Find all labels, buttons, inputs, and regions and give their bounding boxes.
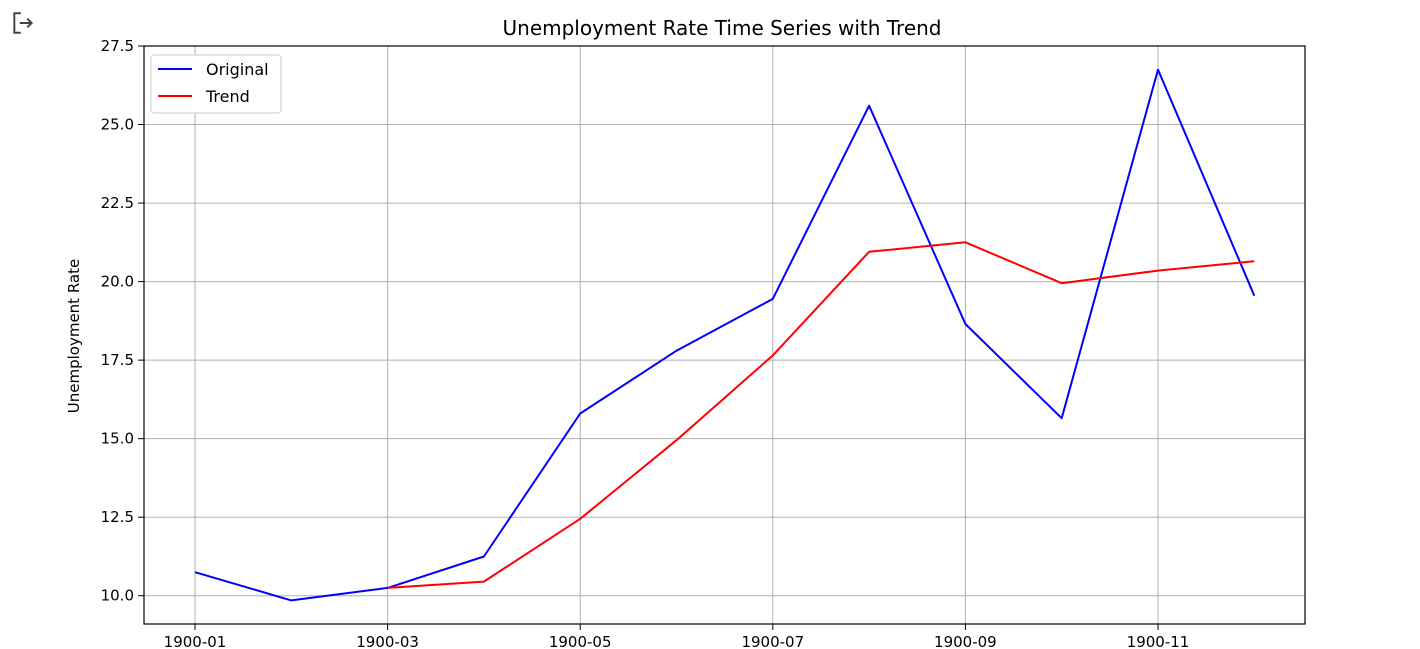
x-tick-label: 1900-05: [549, 633, 612, 649]
y-axis: 10.0 12.5 15.0 17.5 20.0 22.5 25.0 27.5: [101, 37, 144, 605]
series-layer: [194, 68, 1256, 602]
y-axis-label: Unemployment Rate: [65, 259, 83, 413]
y-tick-label: 17.5: [101, 351, 134, 369]
legend-label-original: Original: [206, 60, 269, 79]
series-line-original: [194, 68, 1256, 602]
y-tick-label: 25.0: [101, 116, 134, 134]
y-tick-label: 22.5: [101, 194, 134, 212]
grid: [144, 45, 1305, 624]
y-tick-label: 20.0: [101, 273, 134, 291]
plot-frame: [143, 45, 1306, 625]
chart-title: Unemployment Rate Time Series with Trend: [503, 16, 942, 40]
x-axis: 1900-01 1900-03 1900-05 1900-07 1900-09 1900-…: [164, 624, 1190, 649]
legend-label-trend: Trend: [205, 87, 250, 106]
y-tick-label: 12.5: [101, 508, 134, 526]
exit-icon: [13, 12, 34, 34]
y-tick-label: 10.0: [101, 587, 134, 605]
y-tick-label: 15.0: [101, 430, 134, 448]
legend: Original Trend: [150, 54, 282, 114]
x-tick-label: 1900-11: [1127, 633, 1190, 649]
x-tick-label: 1900-01: [164, 633, 227, 649]
series-line-trend: [387, 241, 1255, 589]
x-tick-label: 1900-07: [741, 633, 804, 649]
x-tick-label: 1900-03: [356, 633, 419, 649]
y-tick-label: 27.5: [101, 37, 134, 55]
x-tick-label: 1900-09: [934, 633, 997, 649]
exit-button[interactable]: [8, 8, 38, 38]
